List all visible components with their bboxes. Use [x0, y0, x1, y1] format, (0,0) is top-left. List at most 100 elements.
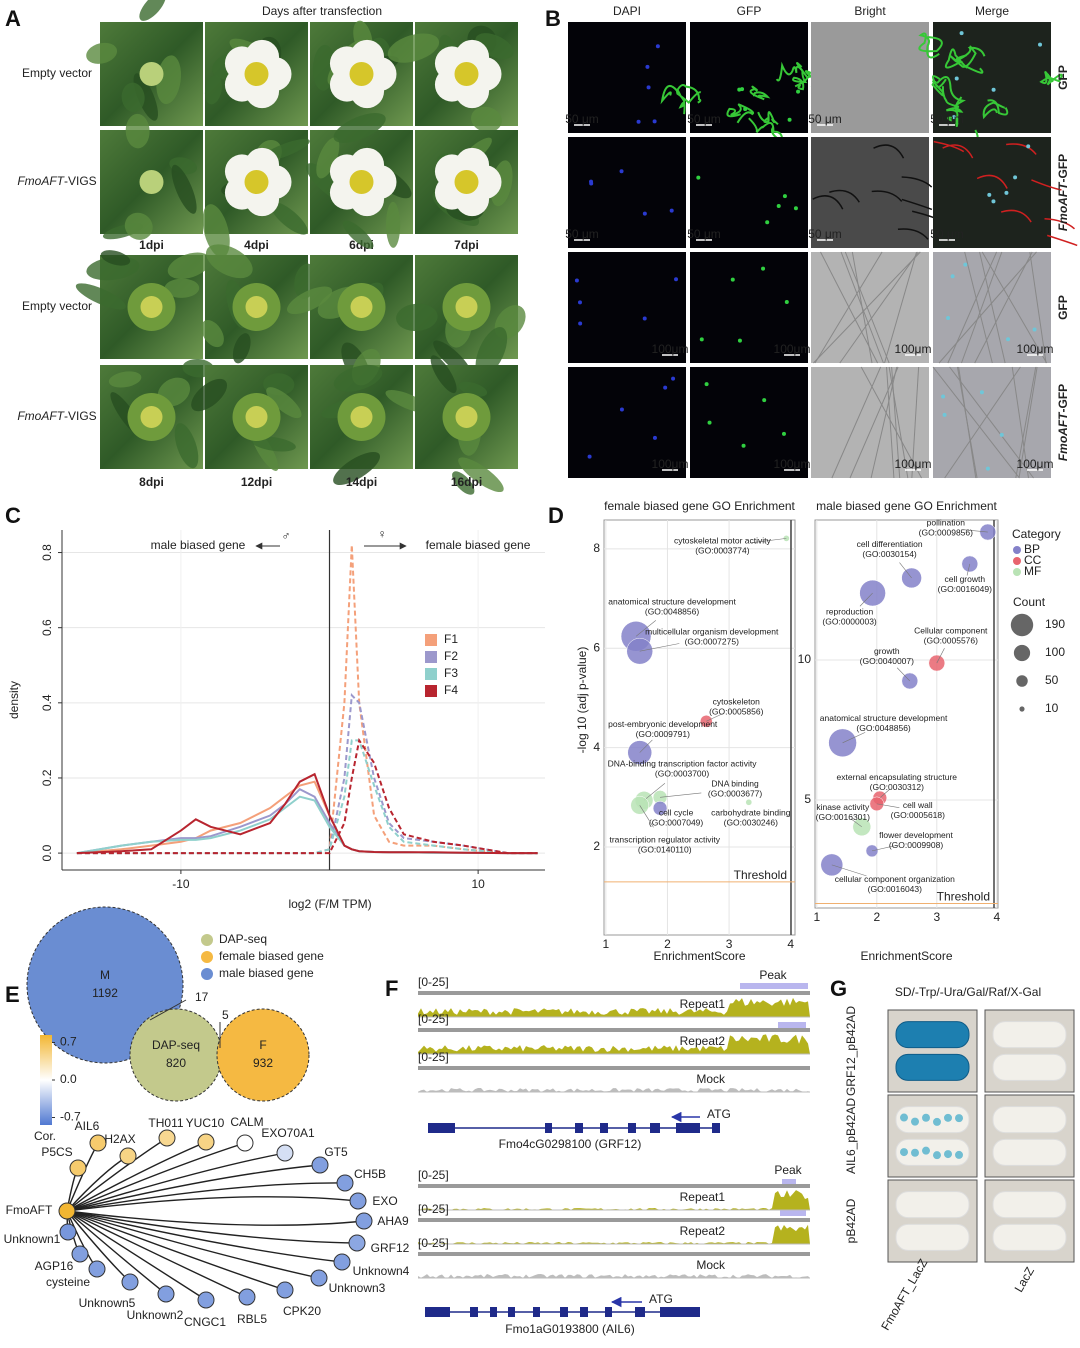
- network-edge: [66, 1210, 167, 1295]
- go-term-label: cell growth: [944, 574, 985, 584]
- flower-center: [454, 62, 479, 86]
- nucleus: [784, 300, 789, 305]
- panel-letter: D: [548, 503, 564, 528]
- leaf: [108, 371, 142, 388]
- micrograph: [811, 137, 943, 248]
- colony: [895, 1106, 970, 1134]
- photo: [310, 20, 413, 126]
- node-label: EXO70A1: [261, 1126, 315, 1140]
- cell-wall: [1006, 143, 1037, 155]
- nucleus: [1032, 327, 1037, 332]
- cell-wall: [873, 144, 905, 159]
- panel-letter: E: [5, 982, 20, 1007]
- colony: [992, 1053, 1067, 1081]
- nucleus: [743, 107, 748, 112]
- go-id-label: (GO:0009908): [889, 840, 944, 850]
- nucleus: [951, 115, 956, 120]
- cell-wall: [1044, 218, 1075, 230]
- track-range: [0-25]: [418, 1050, 449, 1064]
- micrograph: [568, 137, 686, 248]
- exon: [575, 1123, 583, 1133]
- signal-track: [418, 997, 810, 1017]
- micrograph-bg: [933, 137, 1051, 248]
- overlap-count: 17: [195, 990, 209, 1004]
- density-line-female: [76, 739, 538, 855]
- label-suffix: -VIGS: [64, 409, 97, 423]
- cell-wall: [839, 251, 919, 364]
- go-term-label: multicellular organism development: [645, 626, 779, 636]
- column-header: Bright: [854, 4, 886, 18]
- day-label: 4dpi: [244, 238, 269, 252]
- gfp-signal: [749, 85, 771, 101]
- leaf: [75, 283, 126, 310]
- nucleus: [1013, 175, 1018, 180]
- gfp-signal: [1039, 70, 1063, 86]
- nucleus: [1038, 42, 1043, 47]
- label-leader: [842, 732, 866, 744]
- venn-set-label: F: [259, 1038, 266, 1052]
- cell-wall: [938, 251, 1037, 364]
- nucleus: [652, 119, 657, 124]
- node-label: AIL6: [75, 1119, 100, 1133]
- leaf: [458, 381, 488, 397]
- overlap-leader: [149, 999, 187, 1021]
- go-term-label: carbohydrate binding: [711, 808, 791, 818]
- legend-size: [1010, 613, 1034, 637]
- go-term-label: DNA binding: [711, 779, 759, 789]
- fruit: [350, 296, 373, 318]
- signal-track: [418, 1224, 810, 1244]
- density-line-female: [76, 693, 538, 855]
- legend-title: Count: [1013, 595, 1046, 609]
- leaf: [202, 204, 230, 258]
- node-label: Unknown5: [79, 1296, 136, 1310]
- nucleus: [991, 199, 996, 204]
- micrograph: [568, 22, 686, 133]
- peak-region: [780, 1210, 806, 1216]
- y-tick-label: 0.4: [40, 694, 54, 711]
- day-label: 1dpi: [139, 238, 164, 252]
- nucleus: [999, 432, 1004, 437]
- x-tick-label: 2: [873, 910, 880, 924]
- micrograph-bg: [690, 22, 808, 133]
- leaf: [167, 252, 211, 279]
- cell-wall: [829, 189, 860, 203]
- photo: [86, 0, 203, 126]
- leaf: [139, 0, 166, 21]
- cell-wall: [901, 176, 933, 188]
- cell-wall: [831, 366, 882, 479]
- go-term-label: post-embryonic development: [608, 719, 718, 729]
- micrograph: [933, 137, 1078, 248]
- blue-spot: [933, 1151, 941, 1160]
- cell-wall: [979, 251, 1006, 364]
- scale-bar-label: 100μm: [895, 342, 932, 356]
- venn-count: 1192: [92, 986, 118, 1000]
- colony: [992, 1106, 1067, 1134]
- node-label: AGP16: [35, 1259, 74, 1273]
- chart-title: female biased gene GO Enrichment: [604, 499, 795, 513]
- nucleus: [730, 277, 735, 282]
- nucleus: [578, 321, 583, 326]
- colony: [992, 1138, 1067, 1166]
- exon: [676, 1123, 700, 1133]
- fruit: [140, 296, 163, 318]
- peak-label: Peak: [774, 1163, 802, 1177]
- go-id-label: (GO:0003700): [655, 769, 710, 779]
- fruit: [140, 406, 163, 428]
- exon: [712, 1123, 720, 1133]
- y-tick-label: 0.8: [40, 544, 54, 561]
- atg-label: ATG: [707, 1107, 731, 1121]
- go-term-label: kinase activity: [816, 802, 870, 812]
- scale-bar-label: 50 μm: [565, 227, 599, 241]
- track-bar: [418, 1218, 810, 1222]
- scale-bar-label: 50 μm: [930, 227, 964, 241]
- colorbar-label: 0.0: [60, 1072, 77, 1086]
- legend-label: 10: [1045, 701, 1059, 715]
- label-leader: [936, 648, 945, 664]
- photo: [204, 22, 308, 126]
- leaf: [430, 355, 457, 394]
- nucleus: [704, 382, 709, 387]
- nucleus: [793, 206, 798, 211]
- exon: [425, 1307, 450, 1317]
- blue-spot: [911, 1148, 919, 1157]
- cell-wall: [851, 251, 873, 364]
